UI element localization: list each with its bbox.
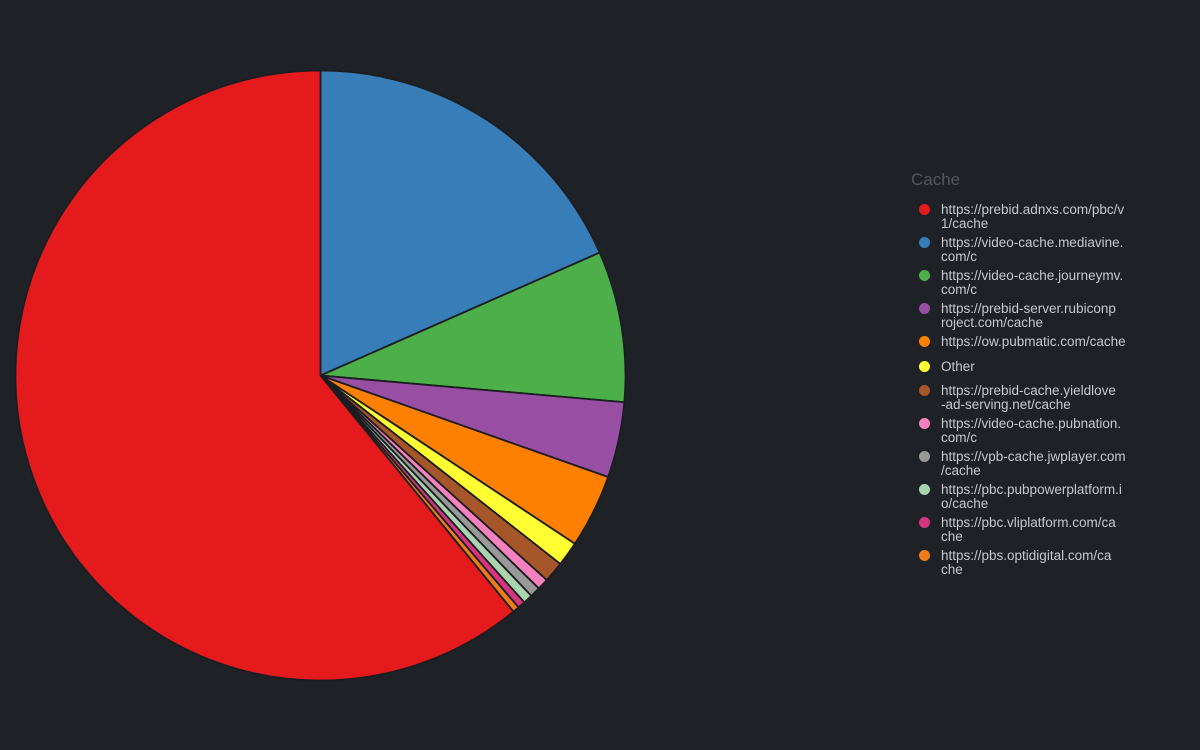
legend-marker-icon bbox=[919, 484, 930, 495]
legend-marker-icon bbox=[919, 360, 930, 372]
legend-item-prebid-server-rubiconproject-com[interactable]: https://prebid-server.rubiconp roject.co… bbox=[919, 302, 1169, 329]
legend-marker-icon bbox=[919, 336, 930, 347]
legend-title: Cache bbox=[911, 170, 961, 189]
legend-item-pbc-vliplatform-com[interactable]: https://pbc.vliplatform.com/ca che bbox=[919, 516, 1169, 543]
legend-marker-icon bbox=[919, 418, 930, 429]
legend-label: https://pbc.pubpowerplatform.i o/cache bbox=[941, 482, 1122, 511]
legend-item-prebid-cache-yieldlove-ad-serving-net[interactable]: https://prebid-cache.yieldlove -ad-servi… bbox=[919, 384, 1169, 411]
legend-item-other[interactable]: Other bbox=[919, 358, 1169, 374]
legend-item-pbs-optidigital-com[interactable]: https://pbs.optidigital.com/ca che bbox=[919, 549, 1169, 576]
legend-label: https://prebid-cache.yieldlove -ad-servi… bbox=[941, 383, 1116, 412]
legend-label: https://prebid.adnxs.com/pbc/v 1/cache bbox=[941, 202, 1125, 231]
legend-label: https://ow.pubmatic.com/cache bbox=[941, 334, 1126, 349]
legend-label: https://pbc.vliplatform.com/ca che bbox=[941, 515, 1116, 544]
legend-marker-icon bbox=[919, 517, 930, 528]
legend-label: https://pbs.optidigital.com/ca che bbox=[941, 548, 1112, 577]
legend-marker-icon bbox=[919, 385, 930, 396]
legend-label: Other bbox=[941, 358, 975, 374]
legend-marker-icon bbox=[919, 303, 930, 314]
legend-label: https://video-cache.pubnation. com/c bbox=[941, 416, 1122, 445]
legend-label: https://video-cache.journeymv. com/c bbox=[941, 268, 1124, 297]
legend-item-vpb-cache-jwplayer-com[interactable]: https://vpb-cache.jwplayer.com /cache bbox=[919, 450, 1169, 477]
legend-marker-icon bbox=[919, 550, 930, 561]
legend-item-pbc-pubpowerplatform-io[interactable]: https://pbc.pubpowerplatform.i o/cache bbox=[919, 483, 1169, 510]
legend-label: https://video-cache.mediavine. com/c bbox=[941, 235, 1124, 264]
legend-item-ow-pubmatic-com[interactable]: https://ow.pubmatic.com/cache bbox=[919, 335, 1169, 349]
legend-item-video-cache-journeymv-com[interactable]: https://video-cache.journeymv. com/c bbox=[919, 269, 1169, 296]
legend: Cache https://prebid.adnxs.com/pbc/v 1/c… bbox=[911, 170, 1169, 582]
legend-items: https://prebid.adnxs.com/pbc/v 1/cache ht… bbox=[919, 203, 1169, 576]
legend-item-video-cache-mediavine-com[interactable]: https://video-cache.mediavine. com/c bbox=[919, 236, 1169, 263]
pie-slice-video-cache-journeymv-com[interactable] bbox=[319, 251, 627, 404]
legend-item-prebid-adnxs-com[interactable]: https://prebid.adnxs.com/pbc/v 1/cache bbox=[919, 203, 1169, 230]
legend-marker-icon bbox=[919, 270, 930, 281]
legend-label: https://prebid-server.rubiconp roject.co… bbox=[941, 301, 1116, 330]
pie-slice-prebid-adnxs-com[interactable] bbox=[14, 69, 515, 682]
legend-marker-icon bbox=[919, 204, 930, 215]
legend-label: https://vpb-cache.jwplayer.com /cache bbox=[941, 449, 1126, 478]
legend-marker-icon bbox=[919, 451, 930, 462]
legend-marker-icon bbox=[919, 237, 930, 248]
legend-item-video-cache-pubnation-com[interactable]: https://video-cache.pubnation. com/c bbox=[919, 417, 1169, 444]
pie-slice-video-cache-mediavine-com[interactable] bbox=[319, 69, 601, 377]
